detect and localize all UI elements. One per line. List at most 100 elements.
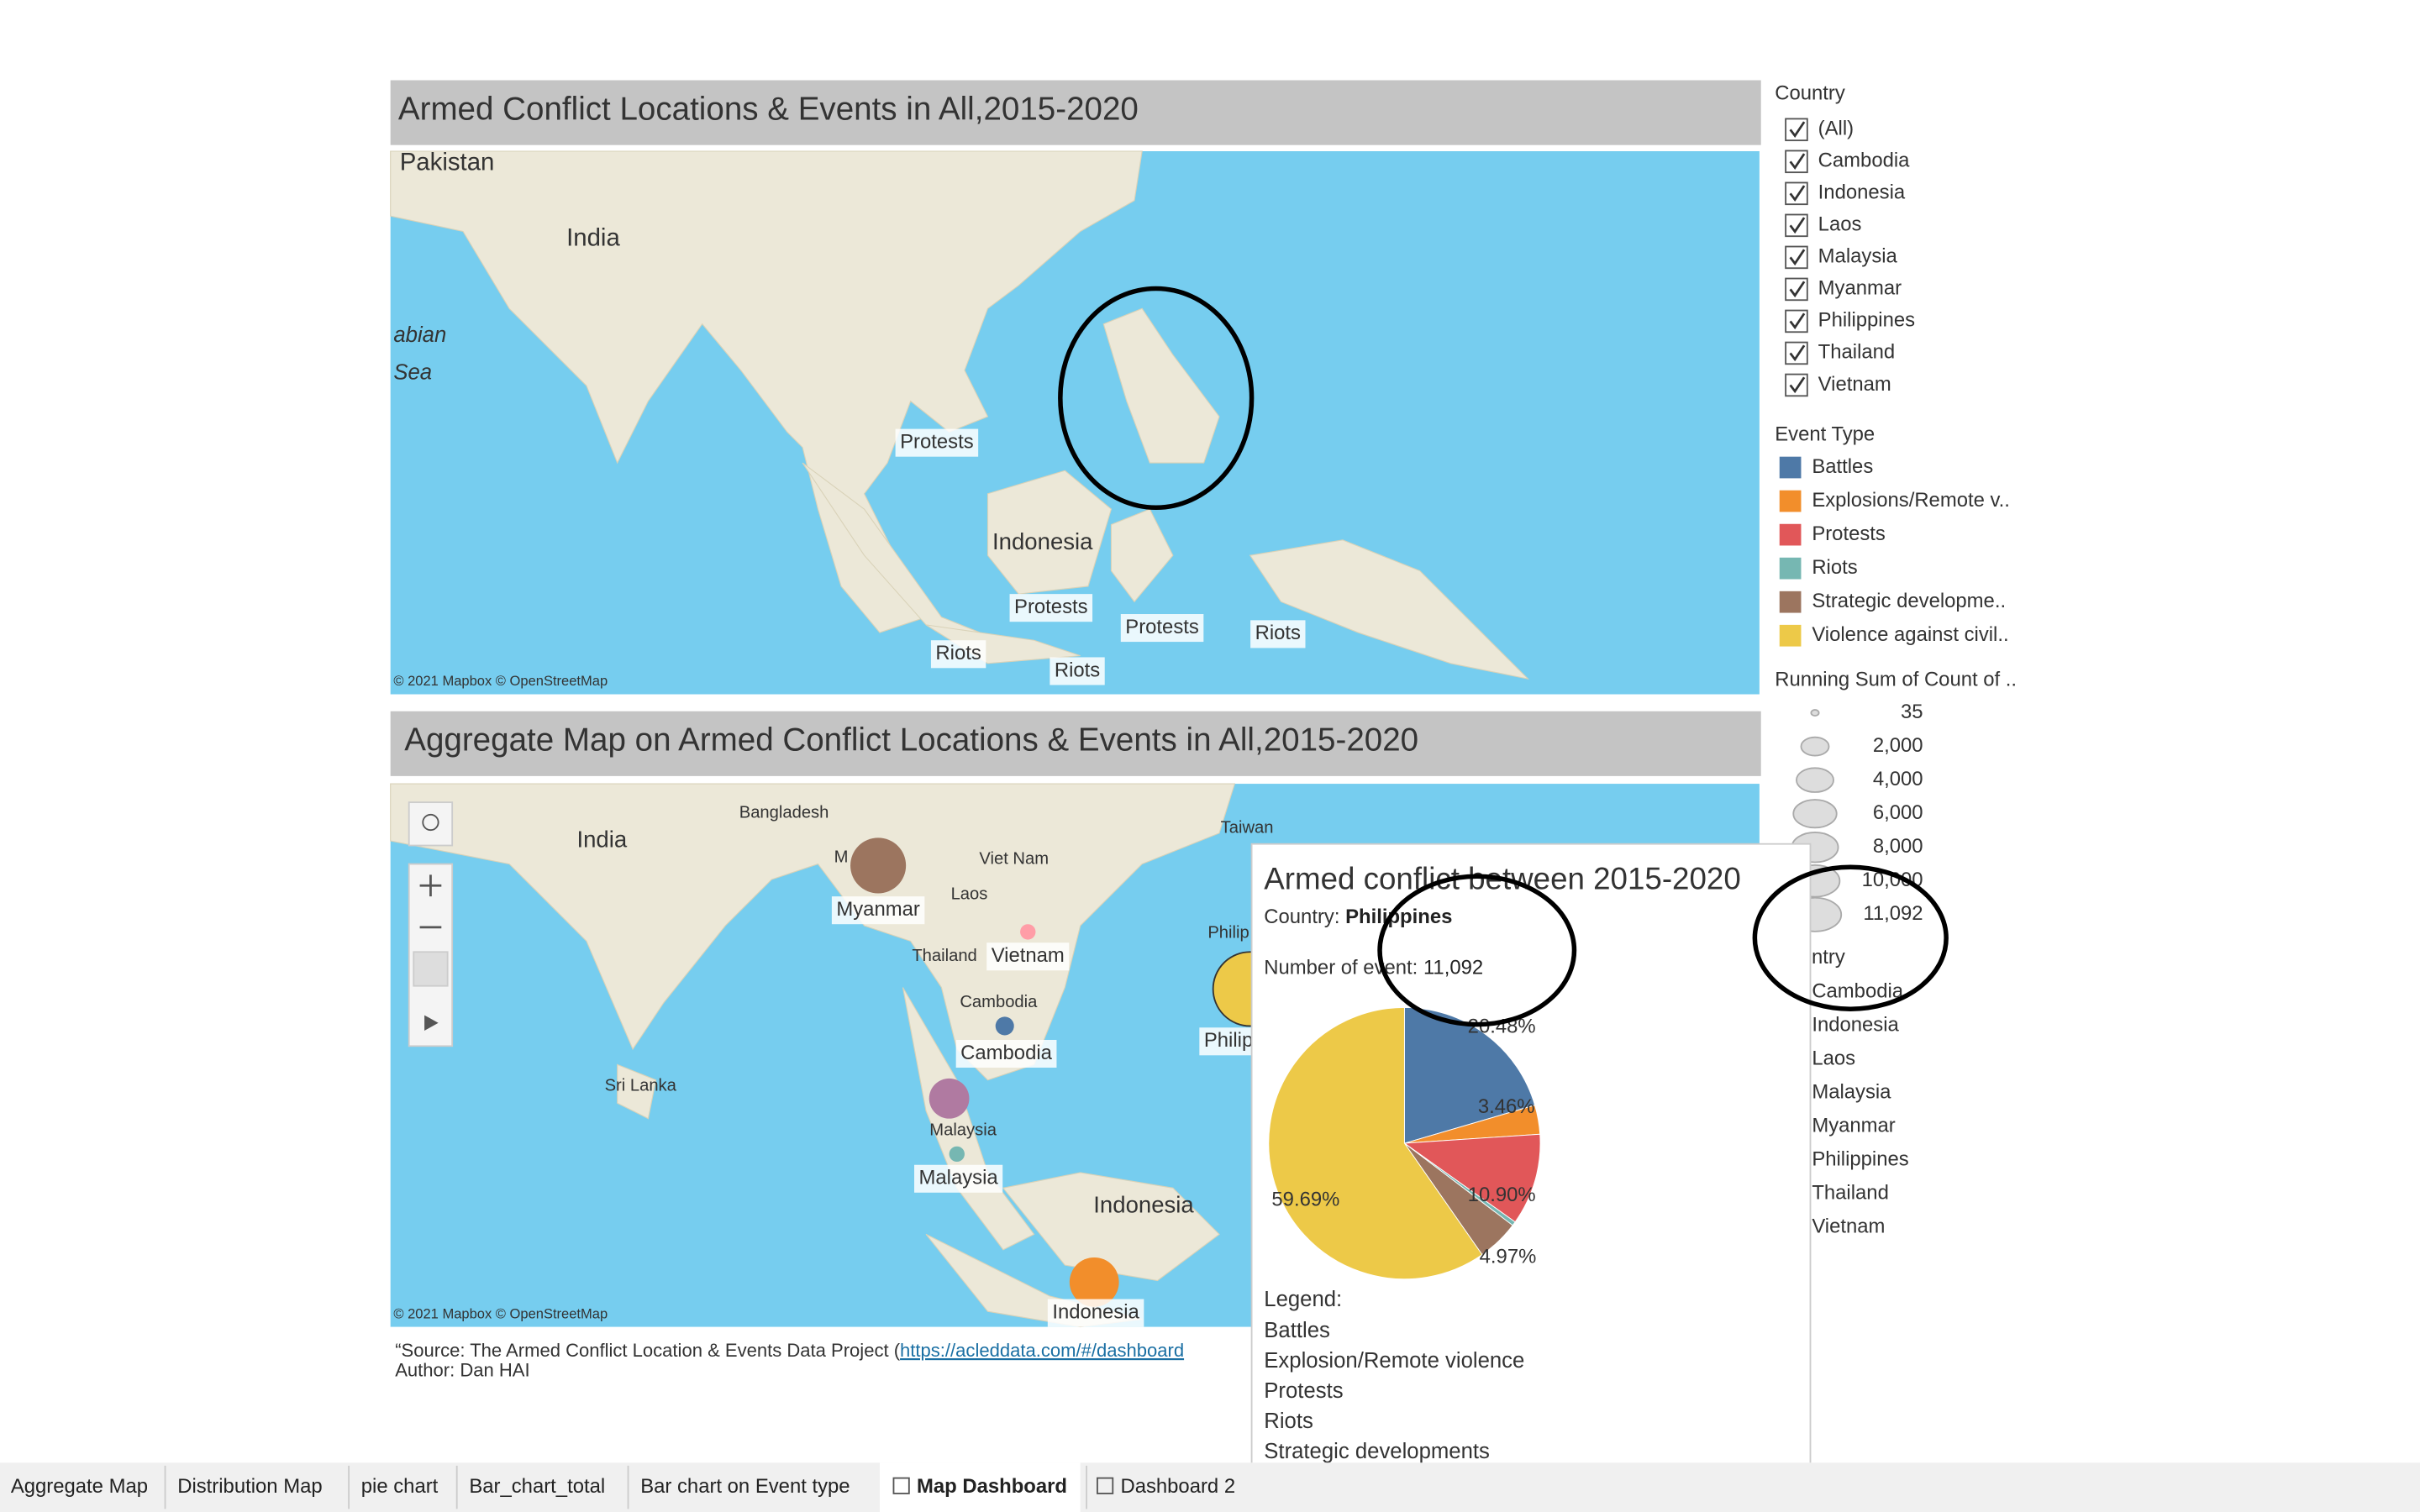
legend-swatch: [1779, 490, 1802, 512]
land: [390, 783, 1236, 1328]
legend-title: Legend:: [1264, 1288, 1342, 1311]
map-labels: Bangladesh India Taiwan M Myanmar Viet Nam Lao…: [576, 803, 1274, 1327]
map-label: India: [576, 826, 627, 852]
filter-item[interactable]: Philippines: [1818, 309, 1915, 332]
map-label: Taiwan: [1221, 819, 1274, 837]
right-panel: Country (All) Cambodia Indonesia Laos Malaysi…: [1775, 81, 2017, 1237]
legend-item: Battles: [1264, 1319, 1330, 1342]
check-mark: [1789, 217, 1806, 234]
map-label: Myanmar: [836, 898, 919, 921]
source: “Source: The Armed Conflict Location & E…: [395, 1340, 1184, 1361]
pie-label: 3.46%: [1478, 1095, 1535, 1118]
map-label: Riots: [1055, 659, 1100, 681]
filter-item[interactable]: Laos: [1818, 213, 1862, 236]
size-swatch: [1800, 736, 1830, 757]
checkbox[interactable]: [1785, 373, 1808, 397]
attribution: © 2021 Mapbox © OpenStreetMap: [393, 1305, 608, 1321]
filter-item[interactable]: Indonesia: [1818, 181, 1906, 204]
annotations: [1058, 286, 1949, 1027]
legend-swatch: [1779, 557, 1802, 580]
map-label: M: [834, 848, 849, 867]
size-item: 2,000: [1873, 734, 1923, 757]
pie-label: 59.69%: [1271, 1188, 1339, 1210]
legend-item: Riots: [1264, 1410, 1313, 1433]
check-mark: [1789, 376, 1806, 394]
legend-item: Philippines: [1812, 1148, 1908, 1171]
legend-item: Cambodia: [1812, 979, 1903, 1002]
map-label: Malaysia: [919, 1167, 999, 1189]
tab-icon: [1097, 1477, 1114, 1494]
filter-item[interactable]: Myanmar: [1818, 277, 1902, 300]
label-box: [955, 1039, 1057, 1068]
legend-item: Thailand: [1812, 1182, 1889, 1205]
filter-item[interactable]: Cambodia: [1818, 150, 1910, 172]
filter-item[interactable]: Vietnam: [1818, 373, 1891, 396]
size-item: 8,000: [1873, 835, 1923, 858]
checkbox[interactable]: [1785, 181, 1808, 206]
legend-item: Protests: [1264, 1379, 1343, 1403]
legend-item: Strategic developments: [1264, 1440, 1490, 1463]
tab[interactable]: Distribution Map: [177, 1475, 322, 1498]
label-box: [1009, 594, 1093, 622]
legend-item: Battles: [1812, 455, 1873, 478]
legend-swatch: [1779, 591, 1802, 613]
label-box: [1120, 614, 1204, 643]
pie-slice: [1403, 1133, 1541, 1223]
filter-item[interactable]: Malaysia: [1818, 245, 1898, 268]
label-box: [986, 942, 1070, 971]
check-mark: [1789, 121, 1806, 139]
map-label: abian: [393, 323, 446, 347]
legend-item: Indonesia: [1812, 1013, 1899, 1036]
tab-bar: [0, 1462, 2420, 1512]
map-controls[interactable]: [408, 801, 454, 1047]
legend-item: Violence against civil..: [1812, 623, 2008, 646]
tooltip-country: Country: Philippines: [1264, 906, 1452, 928]
map-label: Philip: [1207, 924, 1249, 942]
tab[interactable]: Map Dashboard: [917, 1475, 1067, 1498]
check-mark: [1789, 344, 1806, 362]
map-label: Thailand: [912, 947, 976, 965]
value: 11,092: [1423, 957, 1483, 979]
title: Aggregate Map on Armed Conflict Location…: [404, 722, 1418, 759]
check-mark: [1789, 312, 1806, 330]
map-label: Indonesia: [1052, 1300, 1139, 1323]
tab[interactable]: Dashboard 2: [1120, 1475, 1235, 1498]
check-mark: [1789, 281, 1806, 298]
label-box: [1050, 657, 1105, 685]
map-label: Protests: [1125, 616, 1199, 638]
size-item: 4,000: [1873, 768, 1923, 790]
land: [390, 150, 1530, 680]
size-swatch: [1810, 709, 1820, 717]
map-label: Malaysia: [929, 1121, 997, 1140]
map-label: Protests: [1014, 596, 1088, 618]
size-item: 35: [1901, 701, 1923, 723]
map-label: Laos: [951, 885, 988, 904]
pin-button[interactable]: [413, 951, 449, 987]
tab[interactable]: Bar chart on Event type: [640, 1475, 850, 1498]
map-label: Riots: [1255, 622, 1301, 644]
tab[interactable]: pie chart: [361, 1475, 439, 1498]
map-label: Riots: [935, 642, 981, 664]
tooltip: Armed conflict between 2015-2020 Country…: [1250, 843, 1812, 1512]
legend-item: Malaysia: [1812, 1080, 1891, 1103]
search-button[interactable]: [408, 801, 454, 847]
map-label: Cambodia: [960, 993, 1038, 1011]
map-label: Vietnam: [992, 944, 1065, 967]
pie-slice: [1268, 1006, 1483, 1280]
tab[interactable]: Aggregate Map: [11, 1475, 148, 1498]
map-label: Indonesia: [992, 528, 1093, 554]
legend-swatch: [1779, 523, 1802, 546]
tab[interactable]: Bar_chart_total: [469, 1475, 605, 1498]
legend-item: Protests: [1812, 522, 1886, 545]
legend-item: Riots: [1812, 556, 1857, 579]
map-label: Cambodia: [960, 1042, 1052, 1064]
legend-item: Vietnam: [1812, 1215, 1885, 1238]
map-label: Sri Lanka: [605, 1076, 677, 1095]
filter-item[interactable]: Thailand: [1818, 341, 1896, 364]
filter-item[interactable]: (All): [1818, 118, 1854, 140]
pie-label: 10.90%: [1468, 1184, 1536, 1206]
source-link[interactable]: https://acleddata.com/#/dashboard: [900, 1340, 1184, 1361]
legend-item: Laos: [1812, 1047, 1855, 1069]
legend-item: Myanmar: [1812, 1114, 1895, 1137]
